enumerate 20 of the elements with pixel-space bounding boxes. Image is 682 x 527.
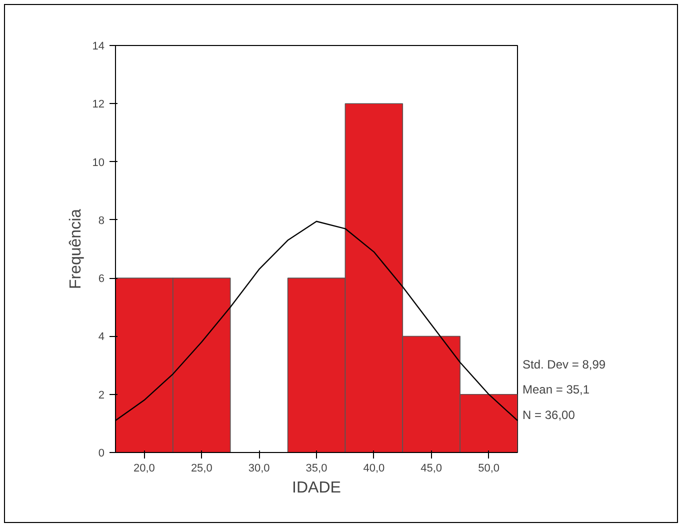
x-tick-label: 45,0 — [420, 462, 442, 474]
x-tick-label: 35,0 — [306, 462, 328, 474]
x-tick-label: 20,0 — [134, 462, 155, 474]
text: Std. Dev = 8,99 — [522, 358, 606, 372]
y-tick-label: 6 — [98, 273, 105, 286]
y-tick-label: 0 — [98, 448, 105, 460]
y-tick-label: 10 — [92, 156, 105, 169]
x-axis-title: IDADE — [292, 480, 341, 496]
y-tick-label: 14 — [92, 40, 105, 52]
x-tick-label: 50,0 — [478, 462, 500, 474]
y-tick-label: 8 — [98, 214, 105, 227]
y-tick-label: 2 — [98, 389, 105, 402]
text: N = 36,00 — [522, 408, 576, 422]
x-tick-label: 30,0 — [248, 462, 270, 474]
y-axis-title: Frequência — [67, 208, 84, 290]
text: Mean = 35,1 — [522, 382, 590, 397]
y-tick-label: 12 — [92, 98, 105, 111]
y-tick-label: 4 — [98, 331, 105, 344]
x-tick-label: 25,0 — [190, 462, 212, 474]
x-tick-label: 40,0 — [363, 462, 385, 474]
